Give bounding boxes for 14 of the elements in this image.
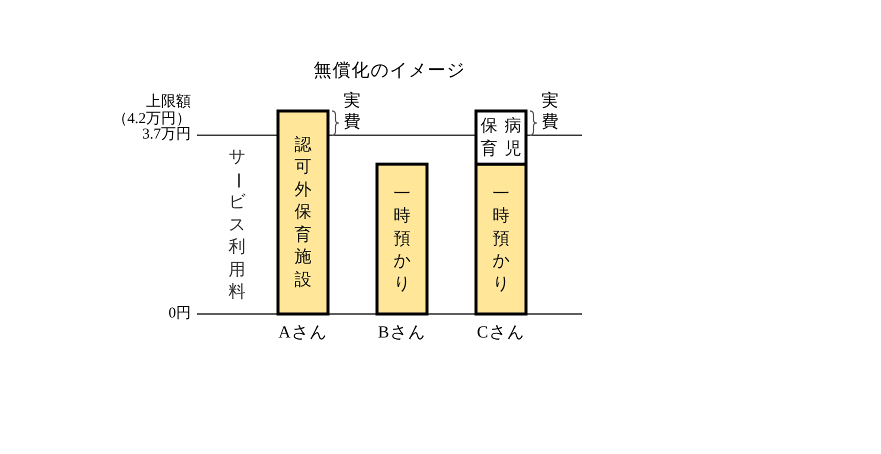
y-tick-label: 0円 [168, 306, 191, 322]
y-tick-label: 3.7万円 [142, 126, 191, 144]
annotation: 実費 [342, 90, 362, 132]
series-label: 一時預かり [392, 182, 412, 295]
series-label: 病児保育 [480, 115, 522, 160]
series-label: 認可外保育施設 [294, 134, 312, 291]
y-tick-label: 上限額（4.2万円） [111, 94, 191, 127]
text: 一時預かり [492, 184, 510, 293]
x-tick-label: Cさん [476, 322, 526, 342]
x-tick-label: Bさん [378, 322, 426, 342]
x-tick-label: Aさん [278, 322, 328, 342]
chart-title: 無償化のイメージ [314, 60, 466, 80]
y-axis-title: サービス利用料 [227, 146, 248, 304]
annotation: 実費 [540, 90, 560, 132]
